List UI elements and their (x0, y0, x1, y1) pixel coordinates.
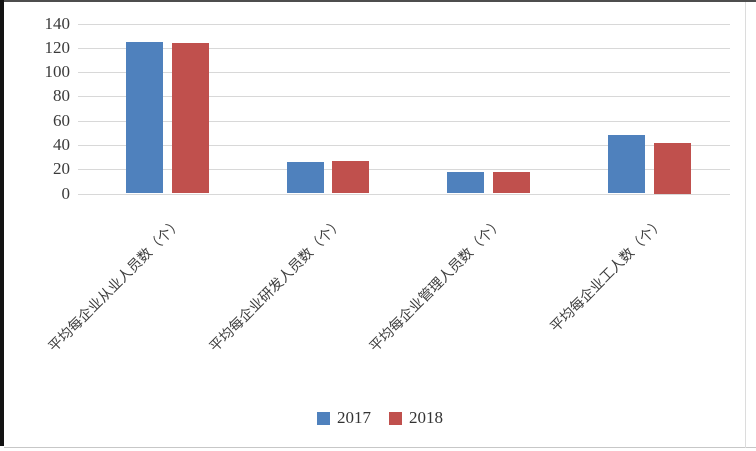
category-label-4: 平均每企业工人数（个） (548, 216, 668, 336)
bar-2018-category-4 (653, 142, 691, 194)
bar-2017-category-1 (126, 41, 163, 194)
bar-2017-category-4 (608, 135, 646, 194)
gridline-20 (78, 169, 730, 171)
legend-swatch-2017 (317, 411, 330, 425)
y-tick-label-60: 60 (53, 110, 70, 130)
y-tick-label-80: 80 (53, 86, 70, 106)
legend-label-2018: 2018 (409, 408, 443, 427)
legend-item-2017: 2017 (317, 408, 371, 428)
gridline-60 (78, 120, 730, 122)
gridline-100 (78, 72, 730, 74)
gridline-120 (78, 47, 730, 49)
photo-edge-right (745, 2, 746, 448)
category-label-1: 平均每企业从业人员数（个） (46, 216, 186, 356)
y-tick-label-0: 0 (61, 183, 71, 203)
legend: 2017 2018 (0, 408, 756, 428)
legend-swatch-2018 (389, 411, 402, 425)
bar-2018-category-1 (171, 42, 209, 194)
gridline-40 (78, 144, 730, 146)
y-tick-label-20: 20 (53, 159, 70, 179)
bar-2018-category-3 (492, 171, 530, 194)
y-tick-label-40: 40 (53, 134, 70, 154)
legend-item-2018: 2018 (389, 408, 443, 428)
photo-edge-top (0, 0, 756, 2)
legend-label-2017: 2017 (337, 408, 371, 427)
bar-2018-category-2 (332, 160, 370, 194)
gridline-0 (78, 193, 730, 195)
y-tick-label-100: 100 (44, 62, 71, 82)
category-label-2: 平均每企业研发人员数（个） (206, 216, 347, 356)
category-label-3: 平均每企业管理人员数（个） (367, 216, 507, 356)
photo-edge-bottom (4, 447, 756, 448)
gridline-80 (78, 96, 730, 98)
photo-edge-left (0, 0, 4, 446)
bar-2017-category-2 (286, 161, 324, 194)
y-tick-label-120: 120 (44, 37, 71, 57)
y-tick-label-140: 140 (44, 13, 71, 33)
bar-2017-category-3 (447, 171, 485, 194)
gridline-140 (78, 23, 730, 25)
